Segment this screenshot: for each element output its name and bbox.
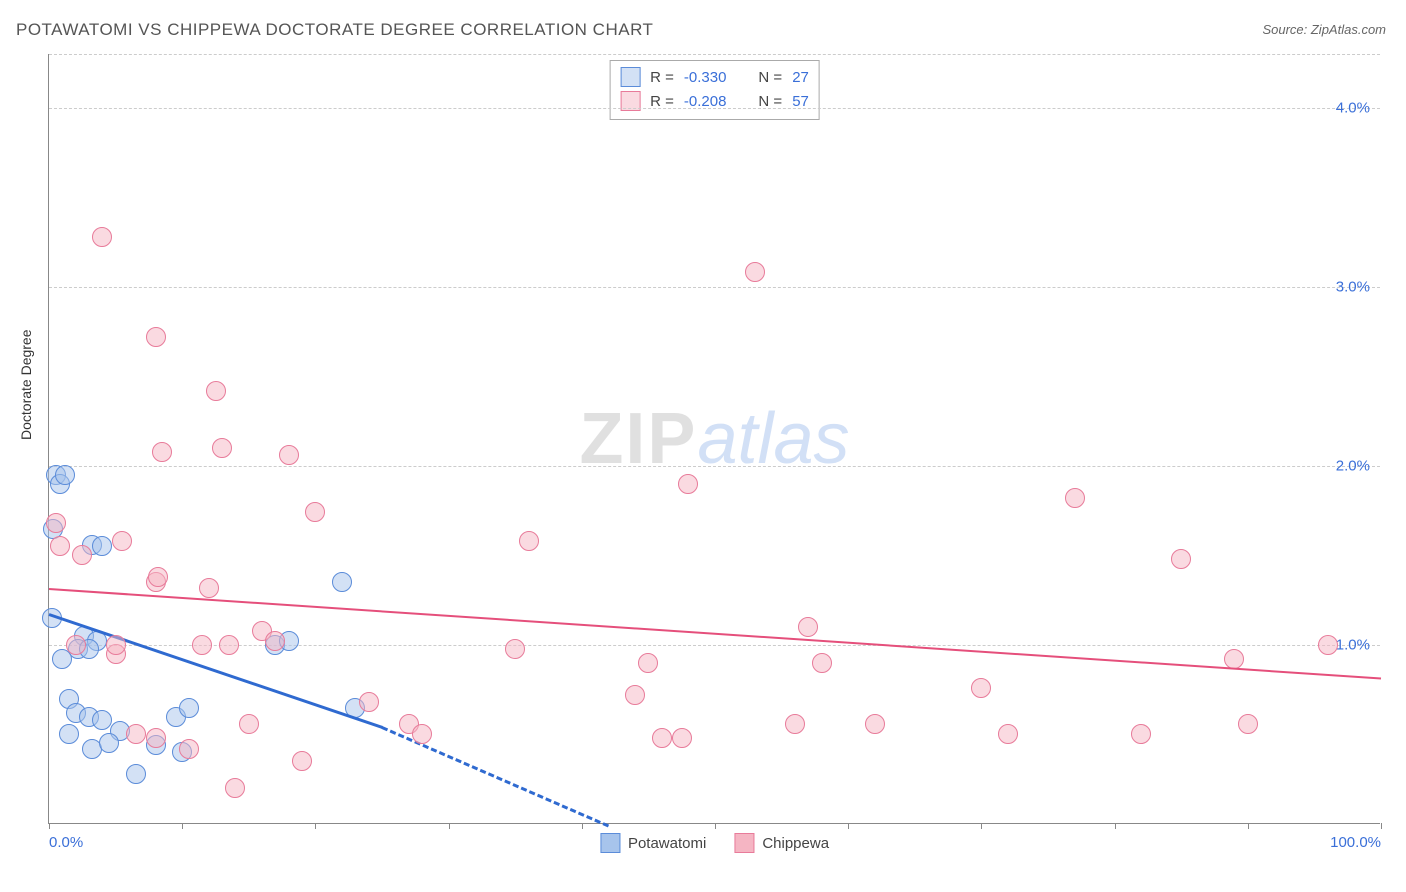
x-tick [848, 823, 849, 829]
scatter-point [865, 714, 885, 734]
scatter-point [265, 631, 285, 651]
scatter-point [50, 536, 70, 556]
legend-swatch [600, 833, 620, 853]
x-tick [315, 823, 316, 829]
legend-swatch [734, 833, 754, 853]
scatter-plot-area: ZIPatlas R = -0.330 N = 27 R = -0.208N = 5… [48, 54, 1380, 824]
scatter-point [112, 531, 132, 551]
legend-label: Chippewa [762, 835, 829, 852]
y-tick-label: 3.0% [1336, 278, 1370, 295]
x-tick [1115, 823, 1116, 829]
scatter-point [219, 635, 239, 655]
x-tick [182, 823, 183, 829]
scatter-point [59, 724, 79, 744]
scatter-point [126, 764, 146, 784]
scatter-point [55, 465, 75, 485]
scatter-point [146, 327, 166, 347]
scatter-point [206, 381, 226, 401]
y-tick-label: 2.0% [1336, 457, 1370, 474]
scatter-point [92, 227, 112, 247]
scatter-point [785, 714, 805, 734]
trend-line [49, 588, 1381, 680]
y-axis-label: Doctorate Degree [18, 329, 34, 440]
x-tick [582, 823, 583, 829]
gridline [49, 466, 1380, 467]
scatter-point [798, 617, 818, 637]
scatter-point [305, 502, 325, 522]
scatter-point [519, 531, 539, 551]
scatter-point [652, 728, 672, 748]
scatter-point [1238, 714, 1258, 734]
stats-row: R = -0.208N = 57 [620, 89, 809, 113]
scatter-point [292, 751, 312, 771]
y-tick-label: 1.0% [1336, 636, 1370, 653]
scatter-point [148, 567, 168, 587]
scatter-point [678, 474, 698, 494]
x-tick-label: 0.0% [49, 834, 83, 851]
stat-n-value: 27 [792, 69, 809, 86]
scatter-point [199, 578, 219, 598]
scatter-point [46, 513, 66, 533]
scatter-point [625, 685, 645, 705]
scatter-point [99, 733, 119, 753]
gridline [49, 108, 1380, 109]
x-tick [449, 823, 450, 829]
gridline [49, 287, 1380, 288]
scatter-point [225, 778, 245, 798]
scatter-point [998, 724, 1018, 744]
scatter-point [239, 714, 259, 734]
gridline [49, 645, 1380, 646]
stats-legend-box: R = -0.330 N = 27 R = -0.208N = 57 [609, 60, 820, 120]
scatter-point [106, 635, 126, 655]
watermark-logo: ZIPatlas [579, 398, 849, 480]
legend-item: Chippewa [734, 833, 829, 853]
scatter-point [359, 692, 379, 712]
scatter-point [412, 724, 432, 744]
scatter-point [279, 445, 299, 465]
scatter-point [179, 739, 199, 759]
chart-title: POTAWATOMI VS CHIPPEWA DOCTORATE DEGREE … [16, 20, 653, 40]
scatter-point [66, 635, 86, 655]
scatter-point [1318, 635, 1338, 655]
y-tick-label: 4.0% [1336, 99, 1370, 116]
scatter-point [92, 536, 112, 556]
x-tick [981, 823, 982, 829]
x-tick [49, 823, 50, 829]
series-legend: Potawatomi Chippewa [600, 833, 829, 853]
scatter-point [638, 653, 658, 673]
legend-swatch [620, 67, 640, 87]
scatter-point [1131, 724, 1151, 744]
scatter-point [72, 545, 92, 565]
scatter-point [192, 635, 212, 655]
scatter-point [1065, 488, 1085, 508]
stat-r-label: R = [650, 69, 674, 86]
x-tick [1248, 823, 1249, 829]
stats-row: R = -0.330 N = 27 [620, 65, 809, 89]
gridline [49, 54, 1380, 55]
scatter-point [179, 698, 199, 718]
stat-r-value: -0.330 [684, 69, 727, 86]
scatter-point [126, 724, 146, 744]
scatter-point [812, 653, 832, 673]
scatter-point [332, 572, 352, 592]
scatter-point [212, 438, 232, 458]
scatter-point [1171, 549, 1191, 569]
scatter-point [745, 262, 765, 282]
legend-item: Potawatomi [600, 833, 706, 853]
source-attribution: Source: ZipAtlas.com [1262, 22, 1386, 37]
scatter-point [146, 728, 166, 748]
legend-label: Potawatomi [628, 835, 706, 852]
x-tick-label: 100.0% [1330, 834, 1381, 851]
scatter-point [971, 678, 991, 698]
scatter-point [672, 728, 692, 748]
scatter-point [152, 442, 172, 462]
stat-n-label: N = [758, 69, 782, 86]
x-tick [1381, 823, 1382, 829]
x-tick [715, 823, 716, 829]
scatter-point [505, 639, 525, 659]
